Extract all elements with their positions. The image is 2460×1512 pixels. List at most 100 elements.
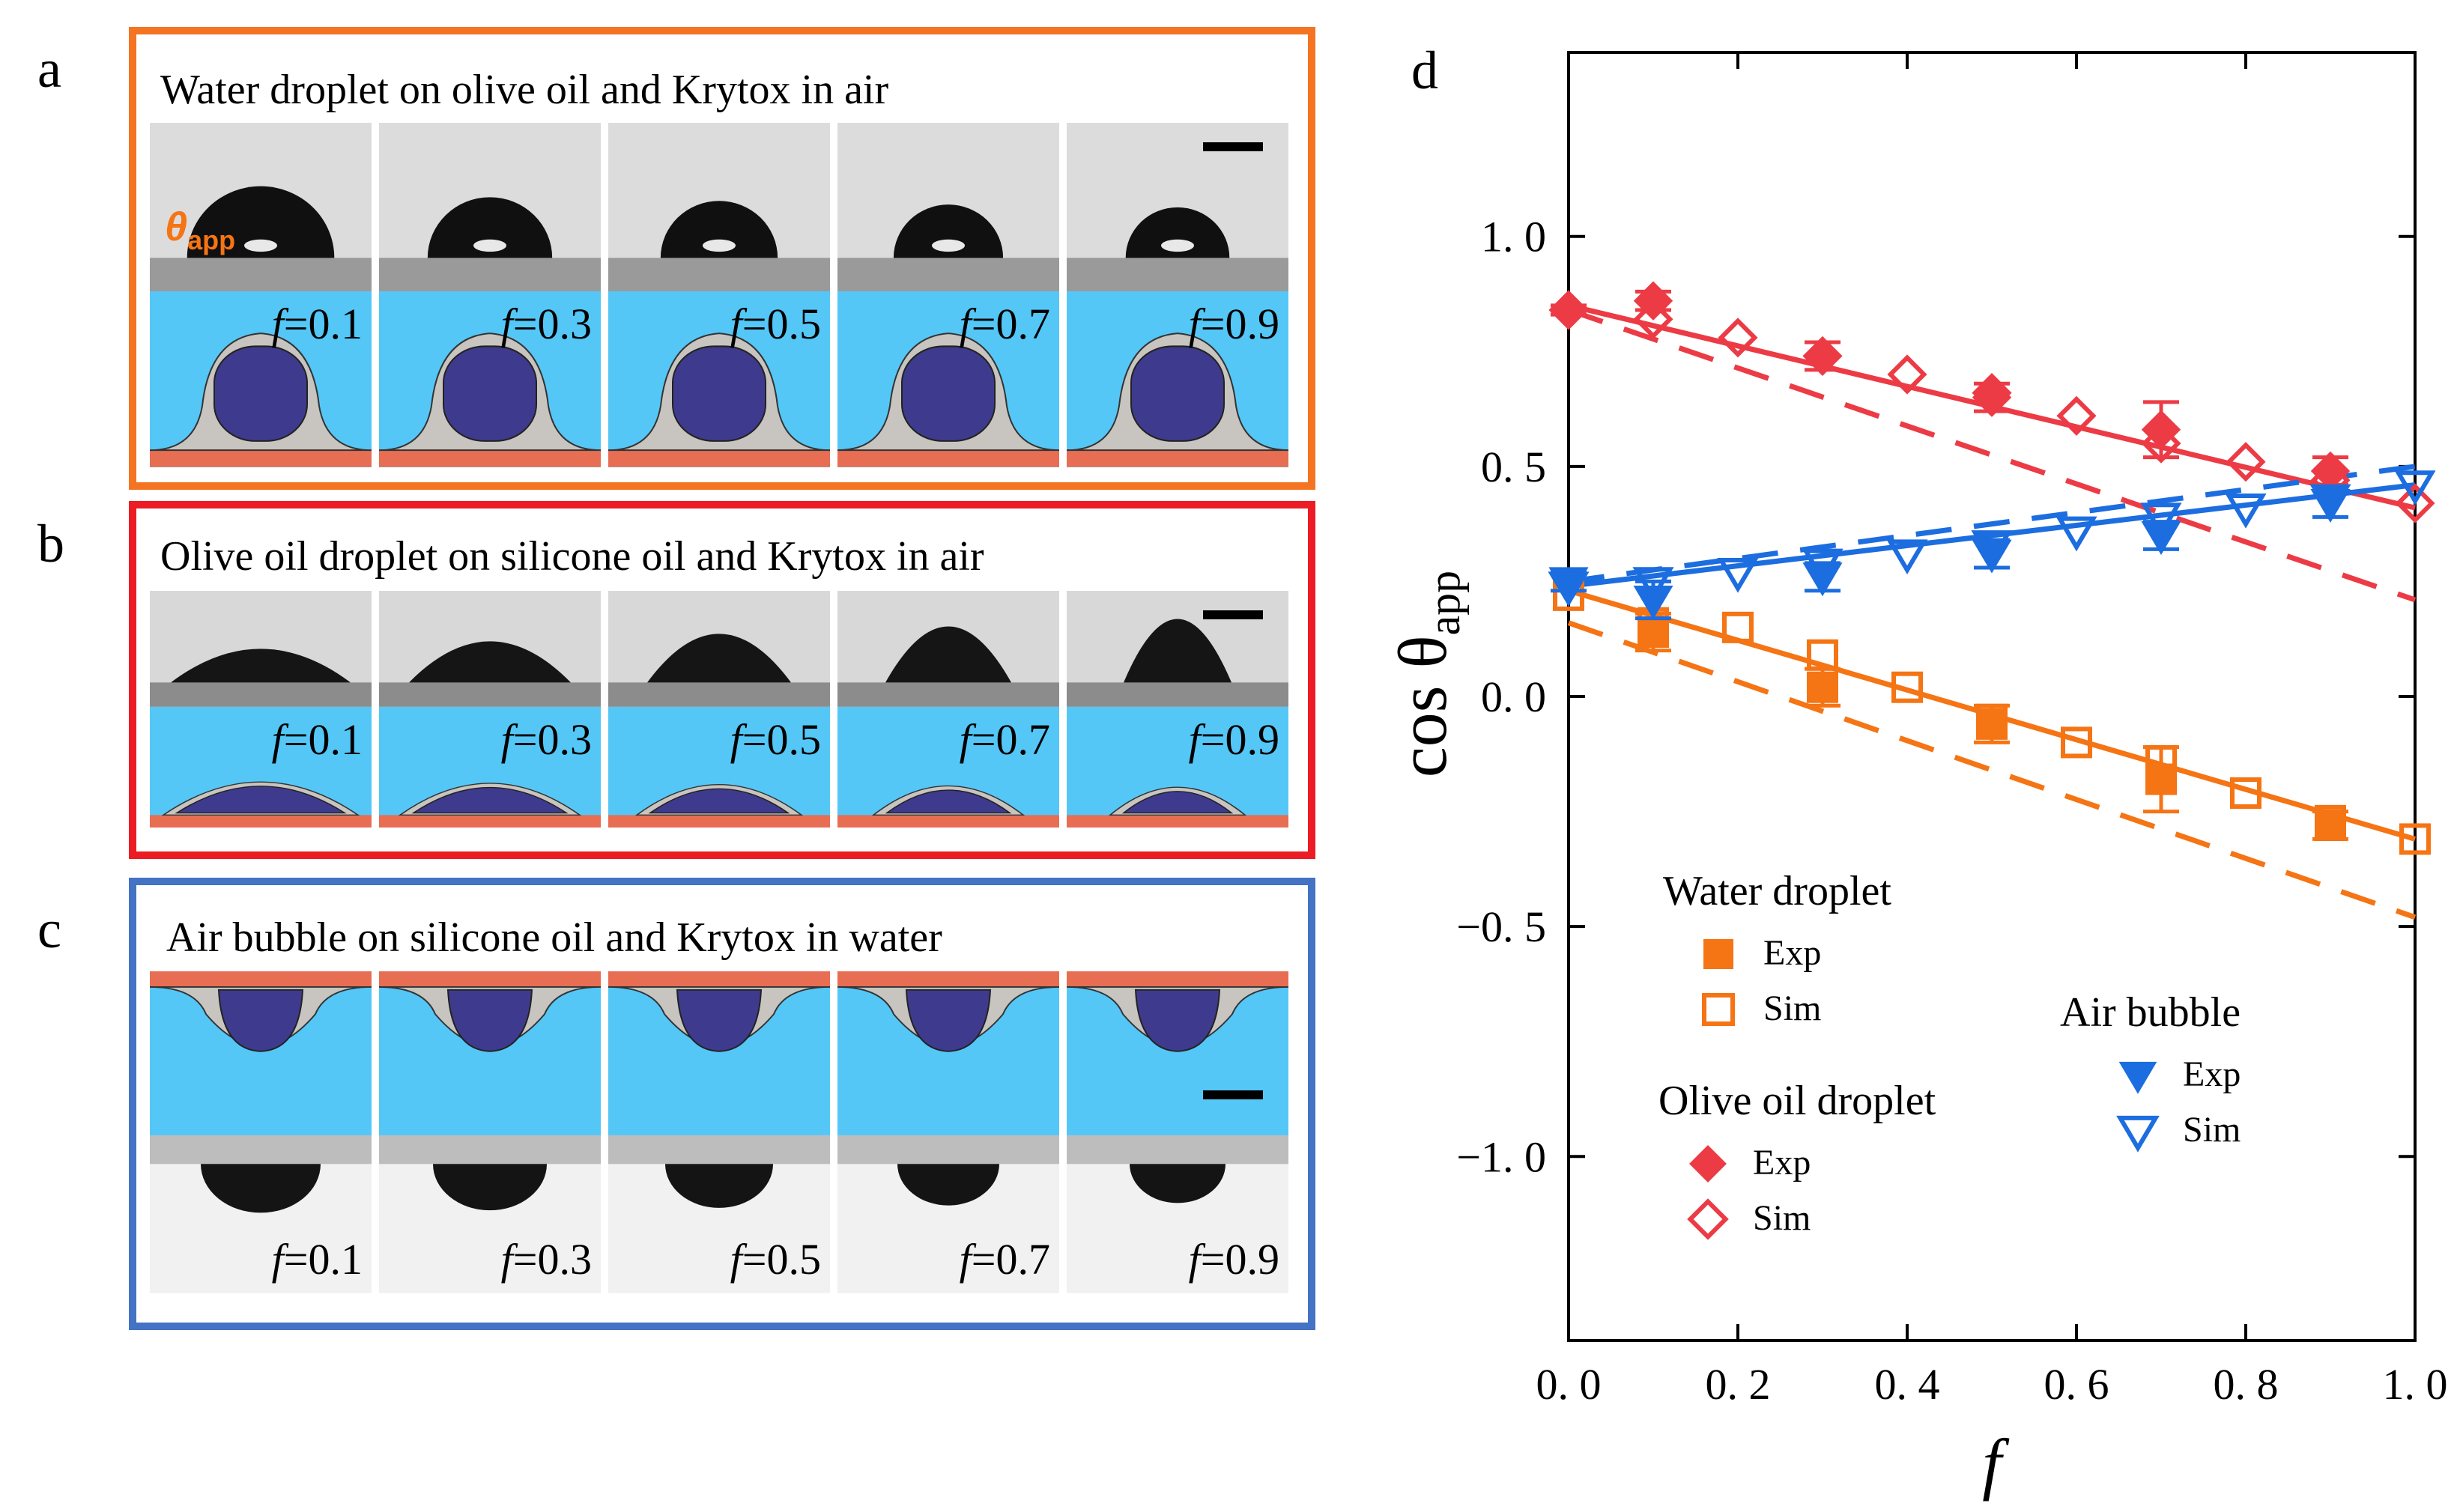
panel-a-frame: f=0.1 θapp <box>150 123 372 467</box>
fraction-symbol: f <box>730 714 742 764</box>
panel-a-frame: f=0.9 <box>1067 123 1288 467</box>
fraction-label: f=0.3 <box>501 1234 592 1284</box>
fraction-symbol: f <box>500 300 513 349</box>
droplet-schematic <box>837 706 1059 828</box>
data-point <box>1548 571 1590 607</box>
fraction-value: =0.3 <box>512 1235 592 1284</box>
data-point <box>2315 804 2346 837</box>
droplet-schematic <box>1067 291 1288 467</box>
data-point <box>1887 354 1927 395</box>
droplet-photo <box>837 591 1059 707</box>
data-point <box>1802 336 1843 376</box>
droplet-schematic <box>379 706 601 828</box>
fraction-value: =0.7 <box>971 714 1050 764</box>
y-tick-label: 1. 0 <box>1481 213 1546 261</box>
scale-bar <box>1203 1090 1263 1100</box>
data-point <box>2140 503 2182 538</box>
data-point <box>1971 530 2013 565</box>
panel-label-c: c <box>37 899 61 959</box>
data-point <box>2394 470 2436 505</box>
fraction-label: f=0.7 <box>960 714 1050 765</box>
legend-title: Air bubble <box>2060 989 2241 1036</box>
fraction-label: f=0.5 <box>730 1234 821 1284</box>
x-tick-label: 0. 0 <box>1536 1360 1602 1409</box>
droplet-schematic <box>837 971 1059 1136</box>
panel-label-d: d <box>1411 40 1438 100</box>
legend-marker <box>2118 1061 2157 1094</box>
y-tick-label: −1. 0 <box>1456 1132 1546 1181</box>
droplet-schematic <box>150 706 372 828</box>
fraction-label: f=0.5 <box>730 299 821 349</box>
legend-label: Sim <box>1763 989 1821 1028</box>
data-point <box>1802 548 1844 584</box>
legend-marker <box>1702 993 1735 1026</box>
fraction-symbol: f <box>271 714 284 764</box>
panel-a: Water droplet on olive oil and Krytox in… <box>129 27 1315 490</box>
fraction-label: f=0.9 <box>1189 714 1279 765</box>
panel-c-title: Air bubble on silicone oil and Krytox in… <box>166 914 942 961</box>
legend-title: Olive oil droplet <box>1658 1078 1936 1124</box>
legend-marker <box>1689 1145 1727 1182</box>
legend-title: Water droplet <box>1663 868 1891 914</box>
panel-c: Air bubble on silicone oil and Krytox in… <box>129 878 1315 1330</box>
theta-subscript: app <box>187 224 236 255</box>
droplet-photo <box>1067 123 1288 292</box>
scale-bar <box>1203 142 1263 151</box>
panel-b: Olive oil droplet on silicone oil and Kr… <box>129 501 1315 859</box>
droplet-schematic <box>608 291 830 467</box>
fraction-label: f=0.1 <box>272 299 363 349</box>
data-point <box>2230 777 2261 809</box>
x-tick-label: 0. 4 <box>1875 1360 1940 1409</box>
panel-a-frame: f=0.5 <box>608 123 830 467</box>
data-point <box>2141 521 2181 555</box>
y-tick-label: 0. 0 <box>1481 672 1546 721</box>
fit-line-solid <box>1568 482 2416 589</box>
droplet-schematic <box>379 291 601 467</box>
droplet-photo <box>379 591 601 707</box>
y-axis-label-main: cos θ <box>1389 635 1461 777</box>
data-point <box>2055 516 2097 552</box>
legend-label: Sim <box>1753 1198 1811 1238</box>
panel-c-frame: f=0.5 <box>608 971 830 1293</box>
data-point <box>2225 493 2267 529</box>
droplet-photo <box>1067 1135 1288 1293</box>
panel-b-frame: f=0.7 <box>837 591 1059 828</box>
panel-c-frame: f=0.7 <box>837 971 1059 1293</box>
fraction-symbol: f <box>500 714 513 764</box>
legend-marker <box>1687 1198 1729 1240</box>
fraction-symbol: f <box>959 714 972 764</box>
x-tick-label: 0. 2 <box>1706 1360 1771 1409</box>
y-tick-label: 0. 5 <box>1481 443 1546 491</box>
data-point <box>1633 586 1673 619</box>
droplet-photo <box>608 591 830 707</box>
droplet-schematic <box>150 291 372 467</box>
data-point <box>1722 611 1754 643</box>
fraction-value: =0.7 <box>971 300 1050 349</box>
fraction-value: =0.3 <box>512 714 592 764</box>
data-point <box>1717 557 1759 593</box>
fraction-symbol: f <box>500 1235 513 1284</box>
panel-a-frame: f=0.7 <box>837 123 1059 467</box>
fraction-label: f=0.3 <box>501 299 592 349</box>
scale-bar <box>1203 610 1263 619</box>
fraction-label: f=0.1 <box>272 1234 363 1284</box>
droplet-schematic <box>379 971 601 1136</box>
data-point <box>1886 539 1928 575</box>
data-point <box>1891 671 1923 703</box>
data-point <box>1718 318 1758 358</box>
data-point <box>1807 639 1838 671</box>
panel-c-frame: f=0.1 <box>150 971 372 1293</box>
legend-label: Exp <box>1763 933 1821 973</box>
fraction-value: =0.9 <box>1200 714 1279 764</box>
fraction-value: =0.1 <box>283 714 363 764</box>
panel-b-frame: f=0.1 <box>150 591 372 828</box>
fraction-symbol: f <box>271 1235 284 1284</box>
plot-frame <box>1567 51 2417 1342</box>
fit-line-dashed <box>1567 620 2417 920</box>
x-tick-label: 1. 0 <box>2383 1360 2448 1409</box>
data-point <box>2395 483 2435 523</box>
y-tick-label: −0. 5 <box>1456 902 1546 951</box>
fraction-value: =0.5 <box>742 1235 821 1284</box>
data-point <box>1632 567 1674 602</box>
data-point <box>2061 726 2092 759</box>
